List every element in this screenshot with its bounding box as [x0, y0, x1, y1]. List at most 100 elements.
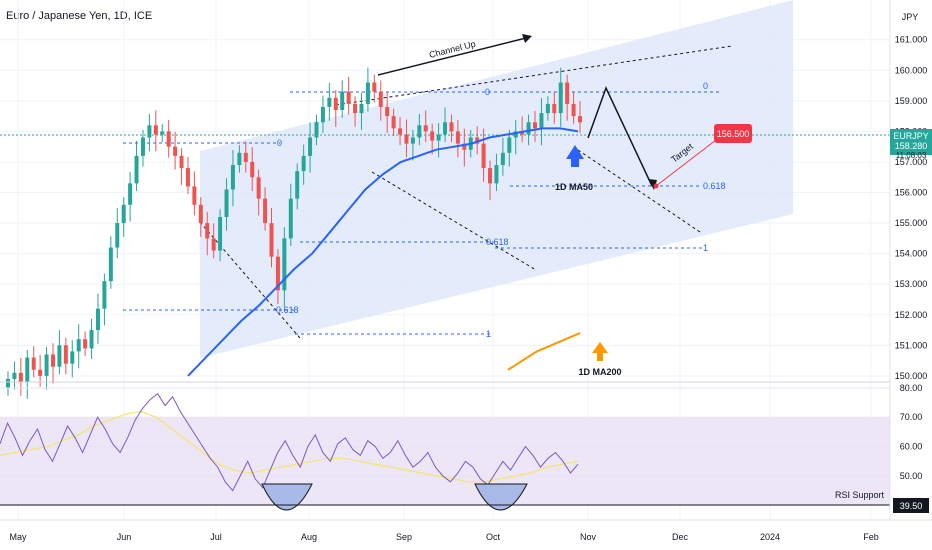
lower-dashed-line-2	[199, 221, 301, 339]
candle-body	[263, 198, 268, 224]
ma50-arrow-icon	[566, 145, 584, 167]
fib-label-0618-c: 0.618	[703, 181, 726, 191]
candle-body	[31, 357, 36, 370]
time-axis-label: Oct	[486, 532, 501, 542]
candle-body	[340, 91, 345, 111]
candle-body	[18, 372, 23, 382]
ma50-label: 1D MA50	[555, 182, 593, 192]
time-axis-label: May	[9, 532, 27, 542]
candle-body	[404, 134, 409, 144]
candle-body	[333, 97, 338, 111]
rsi-bowl-2	[474, 483, 528, 511]
candle-body	[500, 152, 505, 166]
candle-body	[462, 143, 467, 150]
rsi-ma-line	[0, 410, 579, 483]
ma200-label: 1D MA200	[578, 367, 621, 377]
rsi-tick-label: 70.00	[900, 412, 923, 422]
candle-body	[147, 125, 152, 138]
target-price-box	[714, 124, 752, 143]
candle-body	[115, 223, 120, 248]
time-axis-label: Aug	[301, 532, 317, 542]
upper-dashed-line	[335, 45, 733, 106]
candle-body	[185, 168, 190, 187]
ma200-arrow-icon	[592, 342, 608, 361]
rsi-bowl-1	[261, 483, 313, 511]
candle-body	[205, 223, 210, 239]
chart-title: Euro / Japanese Yen, 1D, ICE	[6, 10, 153, 22]
candle-body	[153, 125, 158, 135]
candle-body	[578, 116, 582, 123]
candle-body	[128, 183, 133, 205]
price-tick-label: 151.000	[895, 340, 928, 350]
candle-body	[417, 125, 422, 138]
fib-label-1-b: 1	[703, 243, 708, 253]
rsi-tick-label: 80.00	[900, 383, 923, 393]
price-tick-label: 153.000	[895, 279, 928, 289]
target-point	[653, 183, 659, 189]
candle-body	[108, 247, 113, 282]
time-axis[interactable]: May Jun Jul Aug Sep Oct Nov Dec 2024 Feb	[9, 532, 878, 542]
currency-label: JPY	[902, 12, 919, 22]
candle-body	[378, 91, 383, 107]
candle-body	[179, 155, 184, 169]
rsi-support-value: 39.50	[900, 501, 923, 511]
rsi-band	[0, 417, 890, 505]
candle-body	[192, 186, 197, 205]
price-tick-label: 161.000	[895, 35, 928, 45]
candle-body	[520, 131, 525, 135]
countdown-label: 11:08:03	[896, 151, 927, 160]
candle-body	[57, 345, 62, 367]
target-price-text: 156.500	[717, 129, 750, 139]
price-candles	[6, 67, 582, 399]
fib-label-0618-a: 0.618	[276, 305, 299, 315]
candle-body	[275, 256, 280, 291]
candle-body	[166, 131, 171, 147]
time-axis-label: Jul	[210, 532, 222, 542]
candle-body	[250, 161, 255, 178]
candle-body	[430, 131, 435, 141]
candle-body	[565, 82, 570, 104]
channel-arrow-head	[522, 34, 532, 43]
candle-body	[533, 122, 538, 129]
candle-body	[230, 165, 235, 190]
price-tick-label: 152.000	[895, 310, 928, 320]
candle-body	[314, 122, 319, 138]
price-tick-label: 159.000	[895, 96, 928, 106]
time-axis-label: Dec	[672, 532, 689, 542]
candle-body	[63, 345, 68, 364]
rsi-tick-label: 60.00	[900, 442, 923, 452]
candle-body	[455, 131, 460, 144]
candle-body	[288, 198, 293, 239]
candle-body	[76, 339, 81, 352]
candle-body	[44, 354, 49, 376]
candle-body	[12, 372, 17, 379]
candle-body	[539, 113, 544, 129]
candle-body	[38, 369, 43, 376]
candle-body	[140, 137, 145, 156]
trend-lines	[199, 45, 733, 339]
symbol-label: EURJPY	[893, 131, 929, 141]
candle-body	[398, 128, 403, 135]
candle-body	[198, 204, 203, 224]
candle-body	[365, 82, 370, 104]
candle-body	[243, 152, 248, 162]
candle-body	[475, 137, 480, 144]
candle-body	[282, 238, 287, 291]
time-axis-label: Jun	[117, 532, 132, 542]
time-axis-label: Sep	[396, 532, 412, 542]
candle-body	[70, 351, 75, 364]
candle-body	[449, 122, 454, 132]
candle-body	[513, 131, 518, 138]
candle-body	[488, 168, 493, 184]
candle-body	[372, 82, 377, 92]
price-axis[interactable]	[890, 0, 932, 550]
candle-body	[121, 204, 126, 224]
candle-body	[308, 137, 313, 156]
candle-body	[558, 82, 563, 114]
ma200-line	[507, 332, 581, 371]
price-tick-label: 156.000	[895, 188, 928, 198]
price-tick-label: 157.000	[895, 157, 928, 167]
candle-body	[545, 103, 550, 114]
rsi-tick-label: 50.00	[900, 471, 923, 481]
